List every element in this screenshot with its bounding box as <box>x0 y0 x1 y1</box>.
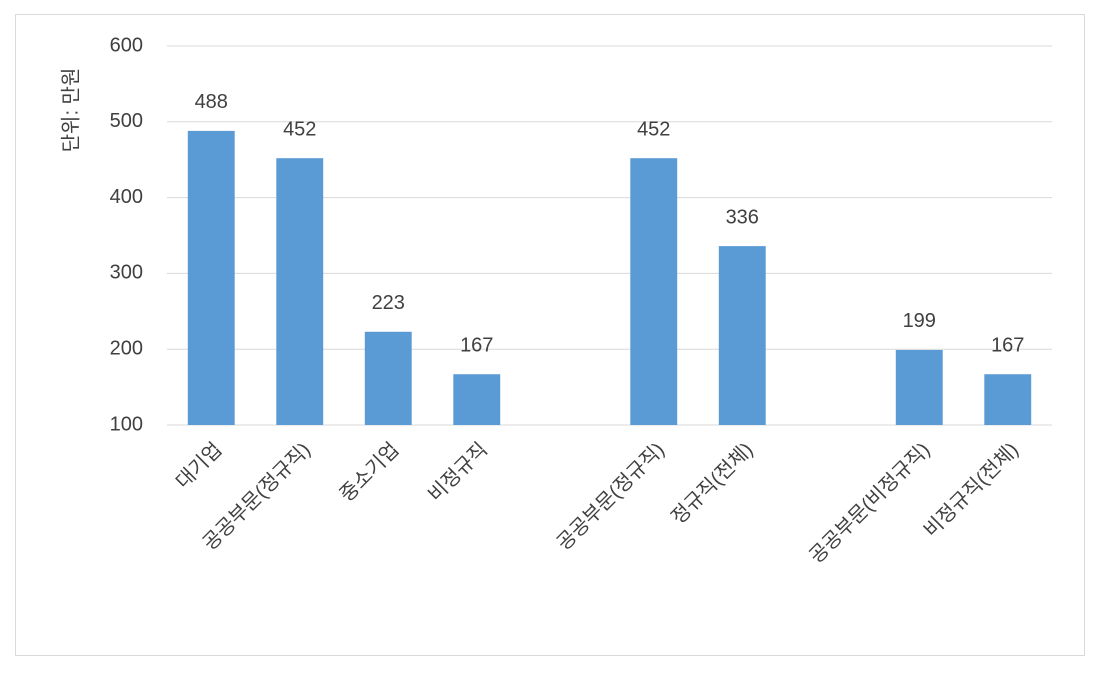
bar <box>453 374 501 425</box>
data-label: 167 <box>460 334 493 356</box>
y-tick-label: 600 <box>110 34 143 56</box>
bar <box>895 349 943 425</box>
y-tick-label: 100 <box>110 413 143 435</box>
data-label: 452 <box>283 118 316 140</box>
data-label: 336 <box>726 206 759 228</box>
data-label: 167 <box>991 334 1024 356</box>
bar <box>187 130 235 425</box>
data-label: 452 <box>637 118 670 140</box>
y-axis-title: 단위: 만원 <box>59 68 82 153</box>
bar <box>984 374 1032 425</box>
y-tick-label: 200 <box>110 337 143 359</box>
bar <box>364 331 412 425</box>
bar <box>276 158 324 425</box>
data-label: 488 <box>195 91 228 113</box>
chart-frame <box>15 14 1085 656</box>
bar <box>718 246 766 425</box>
y-tick-label: 500 <box>110 110 143 132</box>
y-tick-label: 400 <box>110 186 143 208</box>
data-label: 199 <box>903 310 936 332</box>
data-label: 223 <box>372 292 405 314</box>
y-tick-label: 300 <box>110 262 143 284</box>
bar <box>630 158 678 425</box>
